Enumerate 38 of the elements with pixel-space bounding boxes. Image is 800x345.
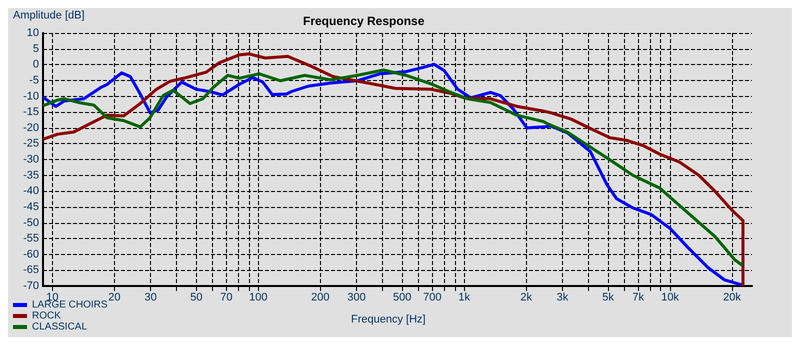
y-tick-label: -5 bbox=[29, 74, 39, 86]
y-axis-title: Amplitude [dB] bbox=[13, 10, 85, 22]
x-tick-label: 700 bbox=[423, 292, 442, 304]
x-tick-label: 100 bbox=[249, 292, 268, 304]
y-tick-label: -45 bbox=[23, 200, 39, 213]
x-tick-label: 70 bbox=[220, 292, 233, 304]
y-tick-label: -35 bbox=[23, 169, 39, 182]
y-tick-label: -40 bbox=[23, 185, 39, 198]
y-tick-label: 0 bbox=[32, 58, 39, 71]
y-tick-label: -65 bbox=[23, 264, 39, 276]
x-tick-label: 300 bbox=[347, 292, 366, 304]
y-tick-label: -50 bbox=[23, 216, 39, 229]
x-tick-label: 50 bbox=[190, 292, 202, 304]
x-tick-label: 200 bbox=[311, 292, 330, 304]
y-tick-label: -30 bbox=[23, 154, 39, 166]
x-tick-label: 1k bbox=[458, 292, 470, 304]
y-tick-label: -70 bbox=[23, 280, 39, 292]
x-axis-title: Frequency [Hz] bbox=[351, 314, 426, 326]
y-tick-label: -10 bbox=[23, 90, 39, 102]
x-tick-label: 7k bbox=[632, 292, 644, 304]
x-tick-label: 5k bbox=[602, 292, 614, 304]
x-tick-label: 30 bbox=[144, 292, 157, 304]
x-tick-label: 3k bbox=[556, 292, 569, 304]
x-tick-label: 10k bbox=[661, 292, 680, 304]
y-tick-label: 5 bbox=[32, 42, 39, 55]
y-tick-label: 10 bbox=[26, 27, 39, 39]
x-tick-label: 500 bbox=[393, 292, 412, 304]
x-tick-label: 20 bbox=[108, 292, 121, 304]
y-tick-label: -15 bbox=[23, 106, 39, 118]
chart-title: Frequency Response bbox=[303, 14, 425, 28]
legend-label: CLASSICAL bbox=[32, 322, 88, 332]
y-tick-label: -60 bbox=[23, 248, 39, 260]
y-tick-label: -25 bbox=[23, 138, 39, 150]
y-tick-label: -20 bbox=[23, 122, 39, 134]
legend-label: ROCK bbox=[32, 310, 62, 322]
x-tick-label: 20k bbox=[723, 292, 742, 304]
x-tick-label: 2k bbox=[520, 292, 532, 304]
y-tick-label: -55 bbox=[23, 232, 39, 245]
